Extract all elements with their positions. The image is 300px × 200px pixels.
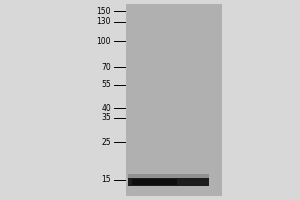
Bar [128,178,208,186]
Text: 25: 25 [101,138,111,147]
Text: 40: 40 [101,104,111,113]
Bar [126,4,222,196]
Text: 130: 130 [97,17,111,26]
Text: 150: 150 [97,7,111,16]
Bar [128,174,208,178]
Bar [132,179,176,185]
Text: 100: 100 [97,37,111,46]
Text: 70: 70 [101,63,111,72]
Text: 55: 55 [101,80,111,89]
Text: 35: 35 [101,113,111,122]
Text: 15: 15 [101,175,111,184]
